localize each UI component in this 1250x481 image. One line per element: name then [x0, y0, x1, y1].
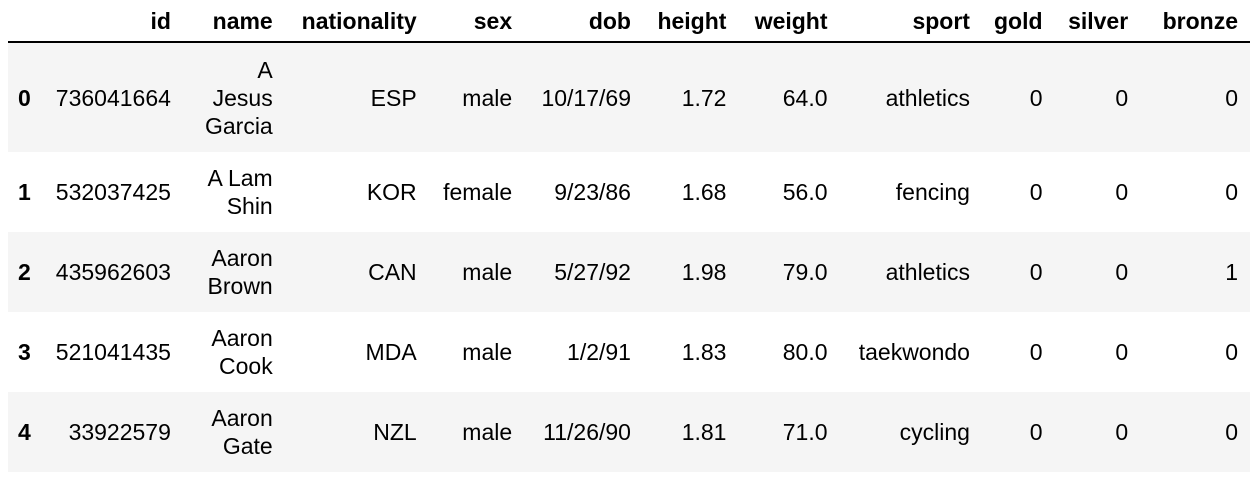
- cell-bronze: 1: [1225, 259, 1238, 285]
- cell-bronze: 0: [1225, 179, 1238, 205]
- name-line: Jesus: [212, 84, 273, 111]
- header-height: height: [642, 0, 739, 43]
- table-header: id name nationality sex dob height weigh…: [8, 0, 1250, 43]
- table-row: 2 435962603 Aaron Brown CAN male 5/27/92 …: [8, 232, 1250, 312]
- cell-id: 435962603: [55, 259, 171, 285]
- name-line: A Lam: [207, 165, 273, 191]
- cell-dob: 11/26/90: [543, 419, 631, 445]
- cell-gold: 0: [1029, 179, 1043, 205]
- table-row: 4 33922579 Aaron Gate NZL male 11/26/90 1…: [8, 392, 1250, 472]
- cell-height: 1.98: [681, 259, 727, 285]
- cell-bronze: 0: [1225, 339, 1238, 365]
- row-index: 3: [18, 339, 31, 365]
- cell-silver: 0: [1115, 84, 1129, 111]
- cell-dob: 1/2/91: [567, 339, 631, 365]
- header-bronze: bronze: [1140, 0, 1250, 43]
- row-index: 4: [18, 419, 31, 445]
- table-row: 3 521041435 Aaron Cook MDA male 1/2/91 1.…: [8, 312, 1250, 392]
- cell-sex: male: [462, 84, 513, 111]
- header-row: id name nationality sex dob height weigh…: [8, 0, 1250, 43]
- cell-silver: 0: [1115, 179, 1129, 205]
- cell-weight: 80.0: [782, 339, 828, 365]
- name-line: Aaron: [211, 245, 273, 271]
- name-line: Cook: [219, 353, 273, 379]
- header-silver: silver: [1054, 0, 1141, 43]
- cell-silver: 0: [1115, 259, 1129, 285]
- cell-bronze: 0: [1225, 419, 1238, 445]
- cell-sport: athletics: [885, 84, 970, 111]
- cell-nationality: ESP: [370, 84, 417, 111]
- cell-gold: 0: [1029, 339, 1043, 365]
- cell-id: 532037425: [55, 179, 171, 205]
- cell-sex: male: [462, 259, 513, 285]
- name-line: Brown: [207, 273, 273, 299]
- name-line: Gate: [222, 433, 273, 459]
- cell-dob: 5/27/92: [554, 259, 631, 285]
- cell-weight: 64.0: [782, 84, 828, 111]
- cell-sex: male: [462, 339, 513, 365]
- cell-gold: 0: [1029, 419, 1043, 445]
- name-line: Aaron: [211, 325, 273, 351]
- row-index: 1: [18, 179, 31, 205]
- cell-gold: 0: [1029, 84, 1043, 111]
- header-sex: sex: [428, 0, 525, 43]
- cell-weight: 79.0: [782, 259, 828, 285]
- cell-sport: cycling: [899, 419, 970, 445]
- cell-sport: taekwondo: [858, 339, 970, 365]
- header-weight: weight: [738, 0, 840, 43]
- name-line: Garcia: [204, 112, 273, 139]
- cell-silver: 0: [1115, 339, 1129, 365]
- header-nationality: nationality: [284, 0, 429, 43]
- cell-nationality: CAN: [368, 259, 417, 285]
- cell-nationality: NZL: [373, 419, 417, 445]
- cell-height: 1.68: [681, 179, 727, 205]
- cell-silver: 0: [1115, 419, 1129, 445]
- cell-name: A Jesus Garcia: [183, 42, 285, 152]
- cell-gold: 0: [1029, 259, 1043, 285]
- cell-id: 33922579: [68, 419, 171, 445]
- row-index: 2: [18, 259, 31, 285]
- cell-bronze: 0: [1225, 84, 1238, 111]
- table-row: 1 532037425 A Lam Shin KOR female 9/23/86…: [8, 152, 1250, 232]
- cell-nationality: MDA: [365, 339, 417, 365]
- cell-height: 1.83: [681, 339, 727, 365]
- dataframe-table: id name nationality sex dob height weigh…: [8, 0, 1250, 472]
- table-row: 0 736041664 A Jesus Garcia ESP male 10/17/…: [8, 42, 1250, 152]
- cell-name: Aaron Gate: [183, 392, 285, 472]
- cell-id: 736041664: [55, 84, 171, 111]
- header-id: id: [43, 0, 183, 43]
- cell-name: A Lam Shin: [183, 152, 285, 232]
- cell-weight: 56.0: [782, 179, 828, 205]
- name-line: A: [257, 56, 273, 83]
- cell-id: 521041435: [55, 339, 171, 365]
- header-sport: sport: [839, 0, 982, 43]
- header-gold: gold: [981, 0, 1055, 43]
- cell-sex: male: [462, 419, 513, 445]
- header-dob: dob: [524, 0, 643, 43]
- dataframe-output: id name nationality sex dob height weigh…: [8, 0, 1250, 472]
- cell-sport: athletics: [885, 259, 970, 285]
- cell-sex: female: [443, 179, 513, 205]
- cell-dob: 10/17/69: [541, 84, 631, 111]
- cell-weight: 71.0: [782, 419, 828, 445]
- row-index: 0: [18, 84, 31, 111]
- header-name: name: [182, 0, 285, 43]
- cell-nationality: KOR: [366, 179, 417, 205]
- cell-name: Aaron Cook: [183, 312, 285, 392]
- table-body: 0 736041664 A Jesus Garcia ESP male 10/17/…: [8, 42, 1250, 472]
- name-line: Aaron: [211, 405, 273, 431]
- cell-name: Aaron Brown: [183, 232, 285, 312]
- header-index: [8, 0, 44, 43]
- cell-dob: 9/23/86: [554, 179, 631, 205]
- cell-height: 1.81: [681, 419, 727, 445]
- cell-height: 1.72: [681, 84, 727, 111]
- name-line: Shin: [226, 193, 273, 219]
- cell-sport: fencing: [895, 179, 970, 205]
